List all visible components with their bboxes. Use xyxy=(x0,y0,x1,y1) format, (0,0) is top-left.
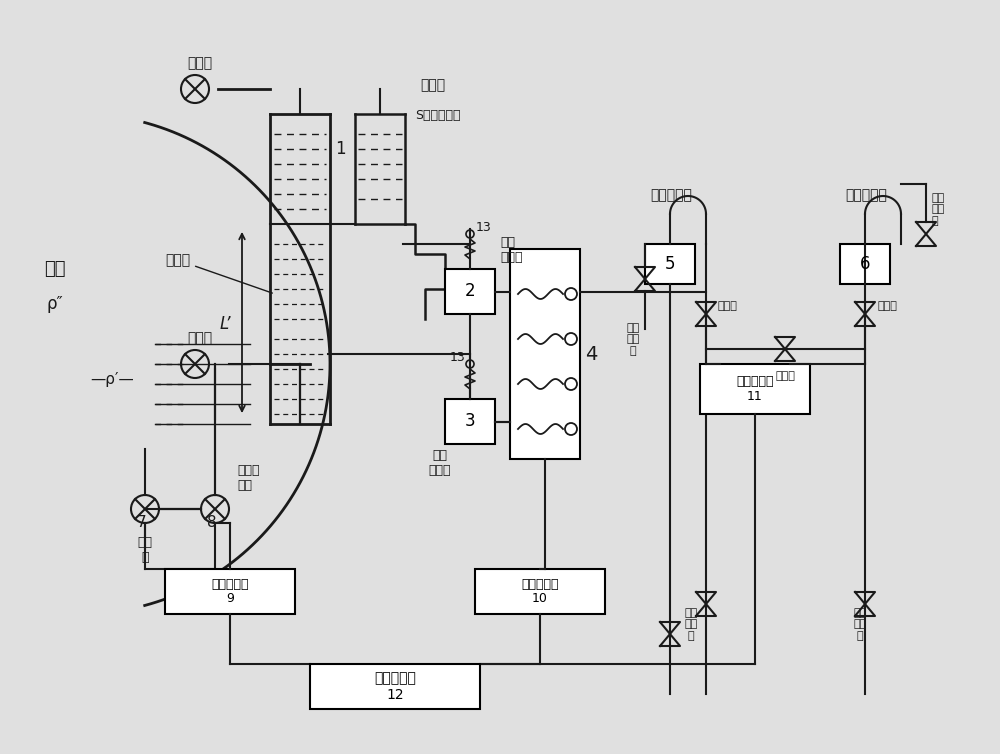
Bar xyxy=(445,269,495,314)
Text: 3: 3 xyxy=(465,412,475,431)
Text: 正压
恒温器: 正压 恒温器 xyxy=(500,236,522,264)
Text: 压力变压器
9: 压力变压器 9 xyxy=(211,578,249,605)
Bar xyxy=(475,569,605,614)
Text: 负压
排污
门: 负压 排污 门 xyxy=(853,608,867,641)
Text: 平衡门: 平衡门 xyxy=(775,371,795,381)
Bar xyxy=(700,364,810,414)
Text: 温度变送器
10: 温度变送器 10 xyxy=(521,578,559,605)
Text: 压力取
样门: 压力取 样门 xyxy=(237,464,260,492)
Text: 校验
门: 校验 门 xyxy=(138,536,152,564)
Text: ρ″: ρ″ xyxy=(47,295,63,313)
Bar xyxy=(840,244,890,284)
Text: 8: 8 xyxy=(207,515,217,530)
Text: 13: 13 xyxy=(476,221,492,234)
Bar xyxy=(310,664,480,709)
Text: 正压门: 正压门 xyxy=(718,301,738,311)
Text: 汽侧门: 汽侧门 xyxy=(187,56,213,70)
Text: 差压变压器
11: 差压变压器 11 xyxy=(736,375,774,403)
Text: 1: 1 xyxy=(335,140,346,158)
Text: 13: 13 xyxy=(450,351,466,364)
Text: 负压集气器: 负压集气器 xyxy=(845,188,887,202)
Text: 2: 2 xyxy=(465,283,475,301)
Text: 正压
排气
门: 正压 排气 门 xyxy=(626,323,640,356)
Text: —ρ′—: —ρ′— xyxy=(90,372,134,387)
Text: 5: 5 xyxy=(665,255,675,273)
Text: 负压
恒温器: 负压 恒温器 xyxy=(429,449,451,477)
Text: 负压室: 负压室 xyxy=(165,253,272,293)
Text: 水侧门: 水侧门 xyxy=(187,331,213,345)
Text: 6: 6 xyxy=(860,255,870,273)
Bar xyxy=(645,244,695,284)
Bar xyxy=(510,249,580,459)
Text: 负压门: 负压门 xyxy=(877,301,897,311)
Text: L’: L’ xyxy=(220,315,232,333)
Text: 负压
排气
门: 负压 排气 门 xyxy=(931,193,944,226)
Bar xyxy=(165,569,295,614)
Text: 7: 7 xyxy=(137,515,147,530)
Text: 正压室: 正压室 xyxy=(420,78,445,92)
Text: 汽包: 汽包 xyxy=(44,260,66,278)
Text: 正压集气器: 正压集气器 xyxy=(650,188,692,202)
Bar xyxy=(445,399,495,444)
Text: 正压
排污
门: 正压 排污 门 xyxy=(684,608,698,641)
Text: 4: 4 xyxy=(585,345,597,363)
Text: S正压参比管: S正压参比管 xyxy=(415,109,460,122)
Text: 全程水位表
12: 全程水位表 12 xyxy=(374,671,416,702)
